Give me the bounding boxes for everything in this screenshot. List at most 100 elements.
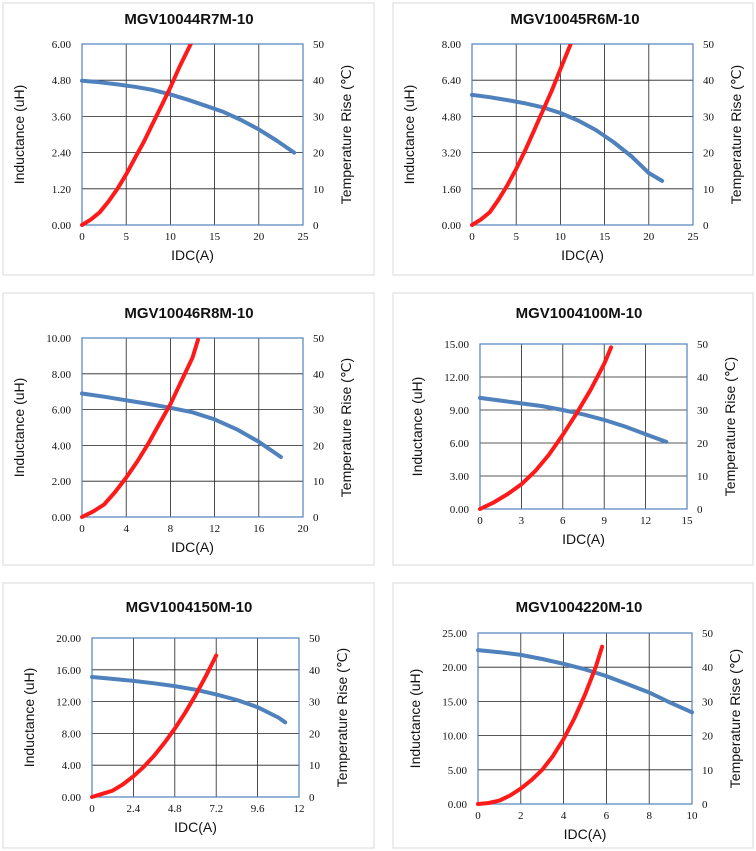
y-tick-label: 2.40 <box>52 148 72 160</box>
chart-panel-2: MGV10045R6M-10 0 5 10 15 20 25 0.00 1.60 3.20 4.80… <box>392 2 754 276</box>
y2-tick-label: 20 <box>313 440 325 452</box>
inductance-line <box>478 395 669 444</box>
y-tick-label: 0.00 <box>450 504 470 516</box>
x-axis-label: IDC(A) <box>171 247 214 263</box>
y2-tick-label: 50 <box>697 339 709 351</box>
y2-axis-label: Temperature Rise (℃) <box>722 357 738 496</box>
y-tick-label: 15.00 <box>444 339 469 351</box>
y2-tick-label: 40 <box>697 372 709 384</box>
y-tick-label: 6.00 <box>450 438 470 450</box>
y-tick-label: 8.00 <box>442 39 462 51</box>
chart-title: MGV1004150M-10 <box>126 599 253 616</box>
chart-title: MGV10046R8M-10 <box>124 305 253 322</box>
temperature-rise-line <box>80 338 200 519</box>
y-tick-label: 8.00 <box>62 728 82 740</box>
x-axis-label: IDC(A) <box>174 819 217 835</box>
x-tick-label: 2.4 <box>127 803 141 815</box>
x-tick-label: 15 <box>599 231 611 243</box>
y2-tick-label: 30 <box>309 697 321 709</box>
x-tick-label: 9 <box>601 515 607 527</box>
y-tick-label: 0.00 <box>62 792 82 804</box>
x-tick-label: 15 <box>209 231 221 243</box>
x-tick-label: 0 <box>475 810 481 822</box>
y2-tick-label: 40 <box>313 369 325 381</box>
y2-axis-label: Temperature Rise (℃) <box>728 65 744 204</box>
plot-border <box>471 43 694 226</box>
plot-area <box>480 344 687 509</box>
temperature-rise-line <box>476 644 605 806</box>
x-tick-label: 12 <box>294 803 305 815</box>
y-tick-label: 4.00 <box>52 440 72 452</box>
x-tick-label: 10 <box>165 231 177 243</box>
x-tick-label: 8 <box>168 523 174 535</box>
y-tick-label: 0.00 <box>448 799 468 811</box>
y-tick-label: 0.00 <box>442 220 462 232</box>
y-tick-label: 4.00 <box>62 760 82 772</box>
y2-tick-label: 10 <box>703 184 715 196</box>
y2-axis-label: Temperature Rise (℃) <box>338 358 354 497</box>
y2-tick-label: 20 <box>697 438 709 450</box>
y2-tick-label: 10 <box>309 760 321 772</box>
x-tick-label: 0 <box>89 803 95 815</box>
x-tick-label: 20 <box>643 231 655 243</box>
x-tick-label: 4.8 <box>168 803 182 815</box>
x-tick-label: 9.6 <box>251 803 265 815</box>
y2-tick-label: 30 <box>702 696 714 708</box>
y-axis-label: Inductance (uH) <box>401 85 417 185</box>
y-tick-label: 10.00 <box>442 731 467 743</box>
temperature-rise-line <box>80 44 193 227</box>
x-axis-label: IDC(A) <box>562 531 605 547</box>
chart-panel-6: MGV1004220M-10 0 2 4 6 8 10 0.00 5.00 10.00 15.00 2… <box>392 582 754 849</box>
y-tick-label: 3.60 <box>52 111 72 123</box>
y2-tick-label: 0 <box>702 799 708 811</box>
y-axis-label: Inductance (uH) <box>11 85 27 185</box>
inductance-line <box>80 391 283 459</box>
chart-title: MGV10045R6M-10 <box>510 11 639 28</box>
plot-border <box>91 637 300 798</box>
chart-title: MGV10044R7M-10 <box>124 11 253 28</box>
y2-tick-label: 10 <box>697 471 709 483</box>
y-axis-label: Inductance (uH) <box>21 668 37 768</box>
y-tick-label: 3.00 <box>450 471 470 483</box>
y-tick-label: 8.00 <box>52 369 72 381</box>
y2-tick-label: 40 <box>702 662 714 674</box>
plot-area <box>92 638 299 797</box>
y2-tick-label: 50 <box>309 633 321 645</box>
temperature-rise-line <box>90 653 219 799</box>
y2-tick-label: 50 <box>313 39 325 51</box>
y-tick-label: 2.00 <box>52 476 72 488</box>
y2-tick-label: 30 <box>703 111 715 123</box>
x-tick-label: 20 <box>253 231 265 243</box>
x-tick-label: 2 <box>518 810 524 822</box>
y-tick-label: 4.80 <box>52 75 72 87</box>
x-tick-label: 6 <box>560 515 566 527</box>
x-tick-label: 7.2 <box>209 803 223 815</box>
y-tick-label: 3.20 <box>442 148 462 160</box>
x-tick-label: 4 <box>123 523 129 535</box>
y2-tick-label: 20 <box>313 148 325 160</box>
x-tick-label: 10 <box>687 810 699 822</box>
chart-title: MGV1004100M-10 <box>516 305 643 322</box>
y-tick-label: 6.00 <box>52 405 72 417</box>
y2-axis-label: Temperature Rise (℃) <box>727 649 743 788</box>
inductance-line <box>90 675 288 725</box>
y-tick-label: 1.60 <box>442 184 462 196</box>
x-axis-label: IDC(A) <box>171 539 214 555</box>
x-tick-label: 0 <box>469 231 475 243</box>
y2-tick-label: 40 <box>313 75 325 87</box>
inductance-line <box>80 78 297 155</box>
y2-tick-label: 50 <box>703 39 715 51</box>
x-tick-label: 16 <box>253 523 265 535</box>
y-axis-label: Inductance (uH) <box>11 378 27 478</box>
plot-area <box>478 633 692 804</box>
y-tick-label: 16.00 <box>56 665 81 677</box>
y2-tick-label: 50 <box>702 628 714 640</box>
chart-panel-4: MGV1004100M-10 0 3 6 9 12 15 0.00 3.00 6.00 9.00 12… <box>392 292 754 566</box>
x-tick-label: 15 <box>682 515 694 527</box>
y-tick-label: 0.00 <box>52 512 72 524</box>
inductance-line <box>476 648 694 715</box>
y2-tick-label: 20 <box>309 728 321 740</box>
x-tick-label: 0 <box>79 231 85 243</box>
x-tick-label: 0 <box>477 515 483 527</box>
y-axis-label: Inductance (uH) <box>407 669 423 769</box>
